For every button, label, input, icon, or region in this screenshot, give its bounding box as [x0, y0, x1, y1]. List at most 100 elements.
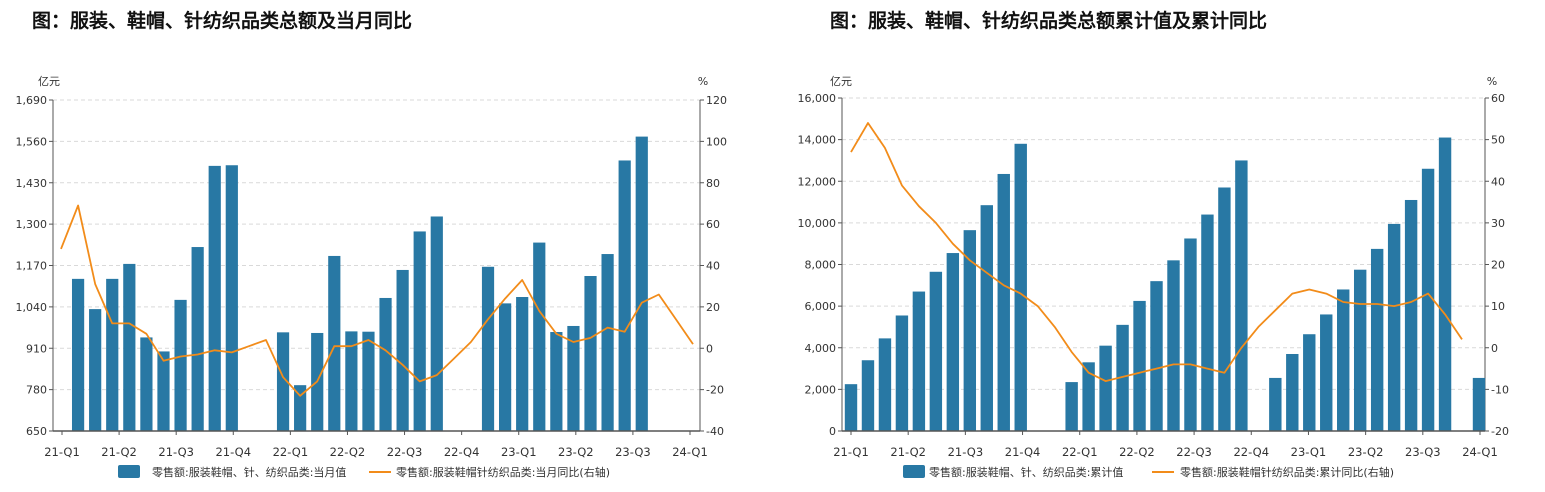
y-left-tick-label: 6,000	[805, 300, 837, 313]
bar	[618, 160, 631, 431]
y-right-tick-label: 0	[706, 342, 713, 355]
bar	[1082, 362, 1095, 431]
bar	[1184, 238, 1197, 431]
legend-line-label: 零售额:服装鞋帽针纺织品类:累计同比(右轴)	[1180, 465, 1394, 479]
legend-bar-label: 零售额:服装鞋帽、针、纺织品类:当月值	[152, 465, 346, 479]
bar	[1421, 168, 1435, 431]
y-right-tick-label: 100	[706, 135, 727, 148]
x-tick-label: 22-Q4	[1233, 445, 1269, 459]
bar	[1286, 353, 1299, 431]
y-left-tick-label: 4,000	[805, 342, 837, 355]
bar	[1133, 300, 1146, 431]
bar	[1065, 382, 1078, 431]
bar	[1235, 160, 1248, 431]
bar	[208, 165, 221, 432]
bar	[550, 332, 563, 431]
x-tick-label: 21-Q4	[1005, 445, 1041, 459]
y-right-tick-label: 60	[1491, 92, 1505, 105]
bar	[533, 242, 546, 431]
y-right-tick-label: 60	[706, 218, 720, 231]
bar	[584, 276, 597, 431]
bar	[1337, 289, 1350, 431]
y-left-tick-label: 8,000	[805, 259, 837, 272]
chart-panel-monthly: 图：服装、鞋帽、针纺织品类总额及当月同比 650 -40 780 -20 910 0 1,0…	[0, 0, 772, 492]
x-tick-label: 21-Q2	[101, 445, 137, 459]
x-tick-label: 23-Q3	[615, 445, 651, 459]
legend-bar-label: 零售额:服装鞋帽、针、纺织品类:累计值	[929, 465, 1123, 479]
bar	[1150, 281, 1163, 431]
y-left-tick-label: 910	[26, 342, 47, 355]
y-right-tick-label: 40	[1491, 175, 1505, 188]
bar	[1404, 199, 1418, 431]
y-left-tick-label: 1,430	[16, 177, 48, 190]
y-left-tick-label: 1,170	[16, 260, 48, 273]
chart-title: 图：服装、鞋帽、针纺织品类总额及当月同比	[32, 10, 413, 32]
y-right-tick-label: 30	[1491, 217, 1505, 230]
y-left-tick-label: 780	[26, 384, 47, 397]
series-line	[60, 204, 694, 397]
bar	[276, 332, 290, 431]
legend-bar-swatch	[903, 465, 925, 478]
y-left-unit: 亿元	[38, 75, 60, 88]
y-right-tick-label: -40	[706, 425, 724, 438]
bar	[1472, 377, 1486, 431]
bar	[1387, 223, 1401, 431]
y-left-tick-label: 1,560	[16, 135, 48, 148]
chart-title: 图：服装、鞋帽、针纺织品类总额累计值及累计同比	[830, 10, 1268, 32]
x-tick-label: 21-Q4	[215, 445, 251, 459]
x-tick-label: 23-Q2	[1348, 445, 1384, 459]
bar	[980, 205, 993, 431]
bar	[89, 309, 102, 431]
bar	[601, 254, 614, 431]
bar	[191, 247, 204, 431]
y-right-tick-label: 40	[706, 260, 720, 273]
x-tick-label: 22-Q2	[1119, 445, 1155, 459]
legend-bar-swatch	[118, 465, 140, 478]
bar	[861, 360, 875, 431]
bar	[396, 269, 409, 431]
y-right-tick-label: 50	[1491, 134, 1505, 147]
y-left-tick-label: 14,000	[798, 134, 837, 147]
x-tick-label: 21-Q1	[44, 445, 80, 459]
bar	[1167, 260, 1180, 431]
bar	[123, 263, 136, 431]
bar	[481, 266, 495, 431]
series-line	[850, 122, 1463, 382]
y-right-unit: %	[698, 75, 708, 88]
bar	[997, 173, 1010, 431]
bar	[71, 278, 85, 431]
x-tick-label: 24-Q1	[1462, 445, 1498, 459]
x-tick-label: 22-Q1	[273, 445, 309, 459]
bar	[1014, 143, 1027, 431]
bar	[430, 216, 443, 431]
y-left-tick-label: 10,000	[798, 217, 837, 230]
y-left-tick-label: 16,000	[798, 92, 837, 105]
bar	[1269, 377, 1282, 431]
bar	[157, 351, 170, 431]
y-right-tick-label: 20	[1491, 259, 1505, 272]
chart-cumulative: 0 -20 2,000 -10 4,000 0 6,000 10 8,000 20 10,000 30…	[798, 75, 1509, 479]
bar	[1353, 269, 1367, 431]
bar	[844, 384, 858, 431]
x-tick-label: 21-Q3	[158, 445, 194, 459]
y-right-tick-label: -20	[706, 384, 724, 397]
y-right-tick-label: 10	[1491, 300, 1505, 313]
x-tick-label: 22-Q1	[1062, 445, 1098, 459]
x-tick-label: 23-Q1	[1291, 445, 1327, 459]
y-right-tick-label: 20	[706, 301, 720, 314]
bar	[963, 230, 977, 431]
y-left-tick-label: 1,690	[16, 94, 48, 107]
x-tick-label: 21-Q3	[948, 445, 984, 459]
bar	[635, 136, 648, 432]
x-tick-label: 22-Q3	[1176, 445, 1212, 459]
x-tick-label: 21-Q1	[833, 445, 869, 459]
bar	[362, 331, 375, 431]
y-right-unit: %	[1487, 75, 1497, 88]
bar	[895, 315, 909, 431]
bar	[140, 337, 153, 431]
legend-line-label: 零售额:服装鞋帽针纺织品类:当月同比(右轴)	[396, 465, 610, 479]
x-tick-label: 23-Q1	[501, 445, 537, 459]
bar	[345, 331, 358, 431]
bar	[174, 299, 187, 431]
y-left-tick-label: 1,040	[16, 301, 48, 314]
